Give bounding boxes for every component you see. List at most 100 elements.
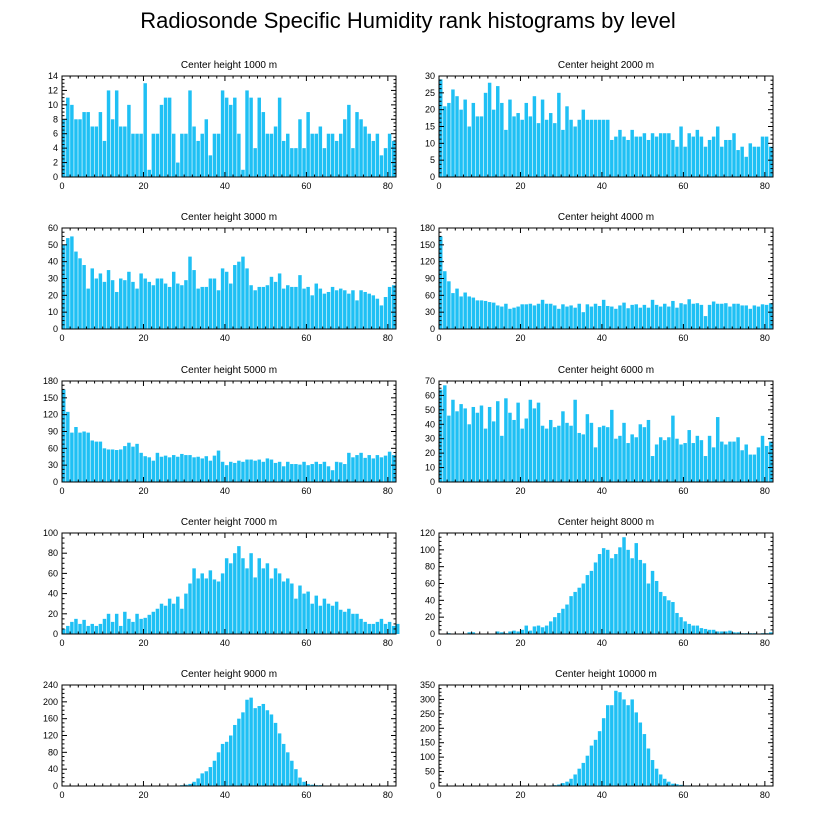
- bar: [479, 405, 484, 482]
- panel-title: Center height 1000 m: [181, 60, 277, 71]
- bar: [257, 706, 261, 786]
- bar: [589, 119, 594, 177]
- bar: [455, 411, 459, 482]
- x-tick-label: 20: [138, 638, 148, 648]
- bar: [626, 443, 630, 482]
- bar: [363, 291, 367, 329]
- bar: [188, 256, 192, 329]
- bar: [110, 119, 115, 177]
- bar: [720, 631, 724, 634]
- bar: [626, 549, 630, 634]
- bar: [520, 119, 524, 177]
- bar: [553, 427, 557, 482]
- bar: [597, 731, 602, 786]
- bar: [237, 460, 241, 482]
- bar: [338, 133, 343, 177]
- bar: [139, 618, 143, 634]
- bar: [379, 155, 384, 177]
- bar: [459, 109, 463, 177]
- bar: [286, 285, 290, 329]
- bar: [204, 771, 209, 786]
- y-tick-label: 5: [430, 155, 435, 165]
- bar: [614, 136, 618, 177]
- y-tick-label: 200: [43, 697, 58, 707]
- bar: [326, 291, 331, 329]
- bar: [512, 419, 516, 482]
- panel-title: Center height 3000 m: [181, 212, 277, 223]
- bar: [78, 432, 82, 482]
- bar: [691, 303, 696, 329]
- bar: [212, 133, 217, 177]
- y-tick-label: 12: [48, 85, 58, 95]
- bar: [334, 461, 339, 482]
- bar: [347, 293, 351, 329]
- bar: [343, 290, 347, 329]
- bar: [171, 271, 176, 329]
- bar: [98, 441, 103, 482]
- panel-10: Center height 10000 m 0 20 40 60 80 0 50 100 150 2…: [420, 669, 774, 800]
- bar: [131, 133, 135, 177]
- bar: [528, 630, 533, 634]
- bar: [220, 573, 225, 634]
- bar: [229, 735, 233, 786]
- bar: [261, 568, 266, 634]
- bar: [573, 774, 577, 786]
- y-tick-label: 0: [53, 629, 58, 639]
- bar: [675, 146, 679, 177]
- bar: [679, 303, 683, 329]
- y-tick-label: 100: [420, 545, 435, 555]
- bar: [667, 781, 671, 786]
- bar: [127, 271, 131, 329]
- bar: [66, 411, 70, 482]
- bar: [610, 139, 614, 177]
- bar: [756, 447, 761, 482]
- bar: [298, 464, 302, 482]
- bar: [467, 424, 471, 482]
- bar: [606, 549, 610, 634]
- bar: [581, 434, 586, 482]
- bar: [123, 280, 127, 329]
- bar: [675, 612, 679, 634]
- bar: [351, 457, 355, 482]
- bar: [326, 133, 331, 177]
- bar: [375, 455, 380, 482]
- bar: [699, 136, 704, 177]
- panel-3: Center height 3000 m 0 20 40 60 80 0 10 20 30 40 50…: [48, 212, 397, 343]
- bar: [159, 456, 164, 482]
- bar: [249, 97, 253, 177]
- bar: [200, 286, 204, 329]
- bar: [371, 623, 376, 634]
- bar: [277, 461, 282, 482]
- x-tick-label: 0: [436, 333, 441, 343]
- bar: [597, 119, 602, 177]
- bar: [496, 86, 500, 177]
- bar: [155, 133, 160, 177]
- bar: [196, 288, 200, 329]
- bar: [66, 238, 70, 329]
- bar: [451, 399, 455, 482]
- bar: [703, 146, 708, 177]
- bar: [658, 774, 663, 786]
- bar: [553, 305, 557, 329]
- bar: [192, 126, 196, 177]
- bar: [180, 453, 184, 482]
- bar: [500, 102, 504, 177]
- bar: [671, 415, 675, 482]
- y-tick-label: 4: [53, 143, 58, 153]
- bar: [548, 621, 553, 635]
- bar: [269, 578, 274, 634]
- y-tick-label: 40: [425, 419, 435, 429]
- bar: [622, 699, 626, 786]
- bar: [147, 614, 152, 634]
- bar: [310, 784, 314, 786]
- bar: [347, 452, 351, 482]
- bar: [351, 613, 355, 634]
- x-tick-label: 0: [59, 638, 64, 648]
- bar: [650, 760, 655, 786]
- panel-title: Center height 4000 m: [558, 212, 654, 223]
- bar: [475, 300, 480, 329]
- bar: [732, 441, 736, 482]
- bar: [447, 281, 451, 329]
- x-tick-label: 20: [515, 790, 525, 800]
- bar: [471, 102, 476, 177]
